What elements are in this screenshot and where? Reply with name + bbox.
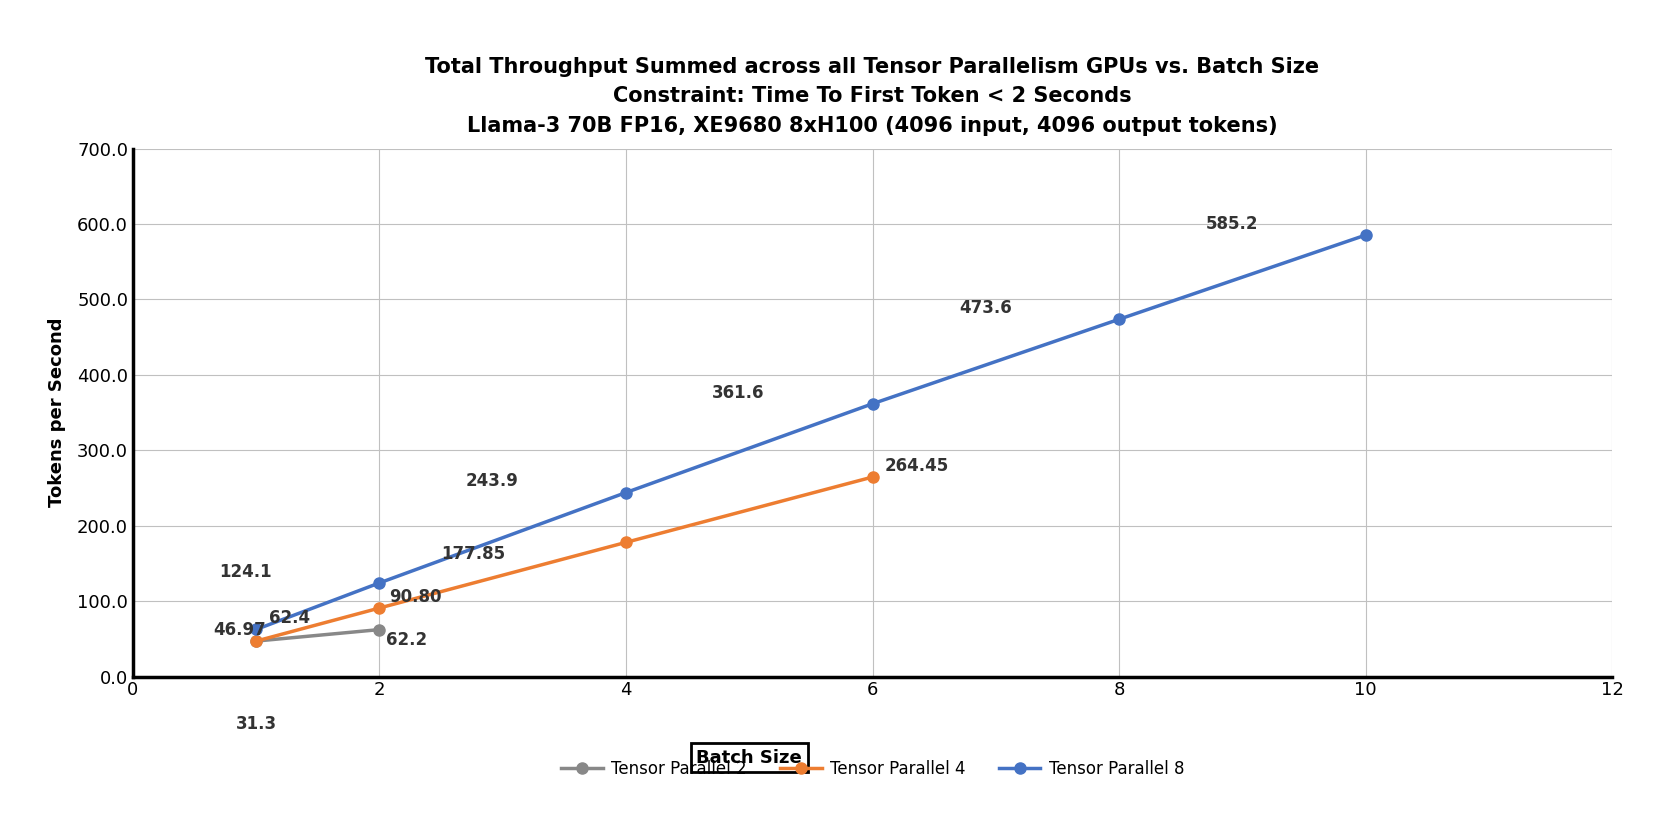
Tensor Parallel 8 — [246, 625, 266, 634]
Line: Tensor Parallel 4: Tensor Parallel 4 — [251, 471, 878, 647]
Tensor Parallel 2 — [369, 625, 389, 634]
Text: 124.1: 124.1 — [219, 563, 273, 581]
Line: Tensor Parallel 8: Tensor Parallel 8 — [251, 229, 1371, 635]
Tensor Parallel 4 — [369, 603, 389, 613]
Text: 243.9: 243.9 — [465, 473, 519, 491]
Text: 46.97: 46.97 — [213, 621, 266, 639]
Tensor Parallel 8 — [863, 398, 883, 408]
Text: 473.6: 473.6 — [959, 299, 1012, 318]
Text: 62.2: 62.2 — [386, 630, 427, 648]
Tensor Parallel 2 — [246, 636, 266, 646]
Tensor Parallel 4 — [246, 636, 266, 646]
Line: Tensor Parallel 2: Tensor Parallel 2 — [251, 624, 386, 647]
Tensor Parallel 8 — [1356, 230, 1376, 240]
Title: Total Throughput Summed across all Tensor Parallelism GPUs vs. Batch Size
Constr: Total Throughput Summed across all Tenso… — [425, 57, 1320, 136]
Tensor Parallel 8 — [617, 488, 637, 497]
Legend: Tensor Parallel 2, Tensor Parallel 4, Tensor Parallel 8: Tensor Parallel 2, Tensor Parallel 4, Te… — [553, 753, 1192, 785]
Text: 90.80: 90.80 — [389, 588, 442, 606]
Text: 264.45: 264.45 — [884, 457, 949, 475]
Text: 361.6: 361.6 — [713, 384, 765, 402]
Tensor Parallel 4 — [863, 472, 883, 482]
Text: 31.3: 31.3 — [236, 715, 278, 733]
Tensor Parallel 4 — [617, 537, 637, 547]
Tensor Parallel 8 — [369, 578, 389, 588]
Text: 585.2: 585.2 — [1205, 215, 1258, 233]
Text: 62.4: 62.4 — [269, 610, 309, 627]
Y-axis label: Tokens per Second: Tokens per Second — [48, 318, 66, 507]
Text: Batch Size: Batch Size — [696, 749, 803, 766]
Text: 177.85: 177.85 — [440, 545, 505, 563]
Tensor Parallel 8 — [1109, 314, 1128, 324]
